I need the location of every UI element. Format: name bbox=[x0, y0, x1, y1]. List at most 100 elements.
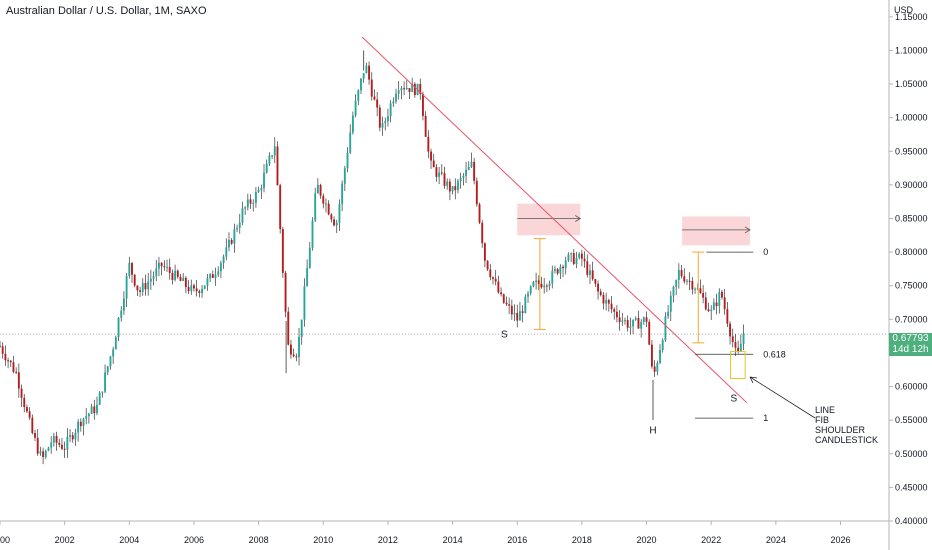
pattern-label: H bbox=[649, 426, 656, 437]
candle-body bbox=[653, 366, 656, 372]
candle-body bbox=[667, 311, 670, 317]
candle-body bbox=[292, 354, 295, 357]
candle-body bbox=[532, 282, 535, 287]
candle-body bbox=[626, 320, 629, 328]
candle-body bbox=[23, 397, 26, 408]
projection-box bbox=[682, 216, 750, 246]
candle-body bbox=[77, 421, 80, 433]
candle-body bbox=[605, 299, 608, 304]
candle-body bbox=[160, 262, 163, 267]
candle-body bbox=[669, 295, 672, 312]
candle-body bbox=[473, 161, 476, 181]
y-tick-label: 0.95000 bbox=[895, 146, 928, 156]
x-tick-label: 2004 bbox=[119, 535, 139, 545]
y-tick-label: 1.05000 bbox=[895, 79, 928, 89]
x-tick-label: 2020 bbox=[637, 535, 657, 545]
candle-body bbox=[486, 260, 489, 270]
candle-body bbox=[645, 317, 648, 322]
candle-body bbox=[351, 115, 354, 133]
candle-body bbox=[559, 266, 562, 274]
candle-body bbox=[61, 444, 63, 449]
candle-body bbox=[71, 435, 74, 440]
candle-body bbox=[131, 262, 133, 275]
candle-body bbox=[149, 278, 152, 282]
candle-body bbox=[174, 270, 177, 280]
candle-body bbox=[338, 204, 341, 223]
candle-body bbox=[112, 349, 115, 357]
candle-body bbox=[731, 336, 734, 342]
candle-body bbox=[87, 413, 90, 417]
candle-body bbox=[222, 256, 225, 263]
candle-body bbox=[147, 281, 150, 290]
candle-body bbox=[136, 285, 139, 291]
candle-body bbox=[252, 202, 255, 204]
candle-body bbox=[483, 243, 486, 261]
candle-body bbox=[704, 297, 707, 310]
annotation-text: SHOULDER bbox=[815, 425, 866, 435]
candle-body bbox=[726, 309, 729, 324]
candle-body bbox=[556, 269, 559, 274]
candle-body bbox=[69, 435, 71, 437]
candle-body bbox=[742, 333, 745, 344]
y-tick-label: 0.55000 bbox=[895, 415, 928, 425]
candle-body bbox=[408, 88, 411, 92]
candle-body bbox=[346, 152, 349, 169]
candle-body bbox=[405, 88, 408, 90]
y-tick-label: 1.15000 bbox=[895, 12, 928, 22]
candle-body bbox=[578, 253, 581, 258]
candle-body bbox=[737, 347, 740, 352]
candle-body bbox=[524, 296, 527, 314]
candle-body bbox=[462, 175, 465, 178]
candle-body bbox=[392, 101, 395, 104]
candle-body bbox=[233, 229, 236, 244]
candle-body bbox=[575, 257, 578, 265]
candle-body bbox=[710, 309, 713, 312]
candle-body bbox=[516, 312, 519, 321]
candle-body bbox=[82, 418, 85, 427]
candle-body bbox=[333, 219, 335, 226]
candle-body bbox=[446, 181, 449, 186]
candle-body bbox=[217, 271, 220, 275]
candle-body bbox=[201, 288, 203, 293]
candle-body bbox=[707, 309, 710, 312]
candle-body bbox=[325, 203, 327, 205]
candle-body bbox=[686, 280, 688, 282]
candle-body bbox=[104, 372, 107, 392]
y-axis-unit: USD bbox=[894, 5, 914, 15]
candle-body bbox=[214, 274, 217, 278]
y-tick-label: 0.80000 bbox=[895, 247, 928, 257]
candle-body bbox=[510, 305, 513, 315]
candle-body bbox=[260, 188, 263, 191]
candle-body bbox=[354, 100, 357, 116]
candle-body bbox=[448, 181, 451, 192]
candle-body bbox=[47, 447, 50, 451]
candle-body bbox=[166, 266, 168, 268]
annotation-arrow bbox=[749, 376, 816, 419]
candle-body bbox=[184, 277, 187, 288]
candle-body bbox=[303, 286, 306, 320]
x-tick-label: 2006 bbox=[184, 535, 204, 545]
candle-body bbox=[384, 121, 387, 124]
projection-box bbox=[517, 203, 581, 236]
candle-body bbox=[562, 266, 564, 269]
x-tick-label: 2002 bbox=[55, 535, 75, 545]
candle-body bbox=[98, 392, 101, 405]
candle-body bbox=[702, 292, 705, 298]
y-tick-label: 0.50000 bbox=[895, 449, 928, 459]
fib-level-label: 0.618 bbox=[763, 349, 786, 359]
candle-body bbox=[117, 317, 120, 338]
candle-body bbox=[300, 319, 303, 337]
candle-body bbox=[114, 337, 117, 350]
pattern-label: S bbox=[730, 393, 737, 404]
candle-body bbox=[7, 360, 10, 362]
candle-body bbox=[246, 199, 249, 208]
candle-body bbox=[370, 79, 373, 97]
y-tick-label: 1.00000 bbox=[895, 113, 928, 123]
candle-body bbox=[101, 391, 104, 393]
candle-body bbox=[190, 285, 193, 292]
candle-body bbox=[90, 406, 93, 414]
candle-body bbox=[659, 349, 661, 363]
candle-body bbox=[583, 258, 586, 262]
